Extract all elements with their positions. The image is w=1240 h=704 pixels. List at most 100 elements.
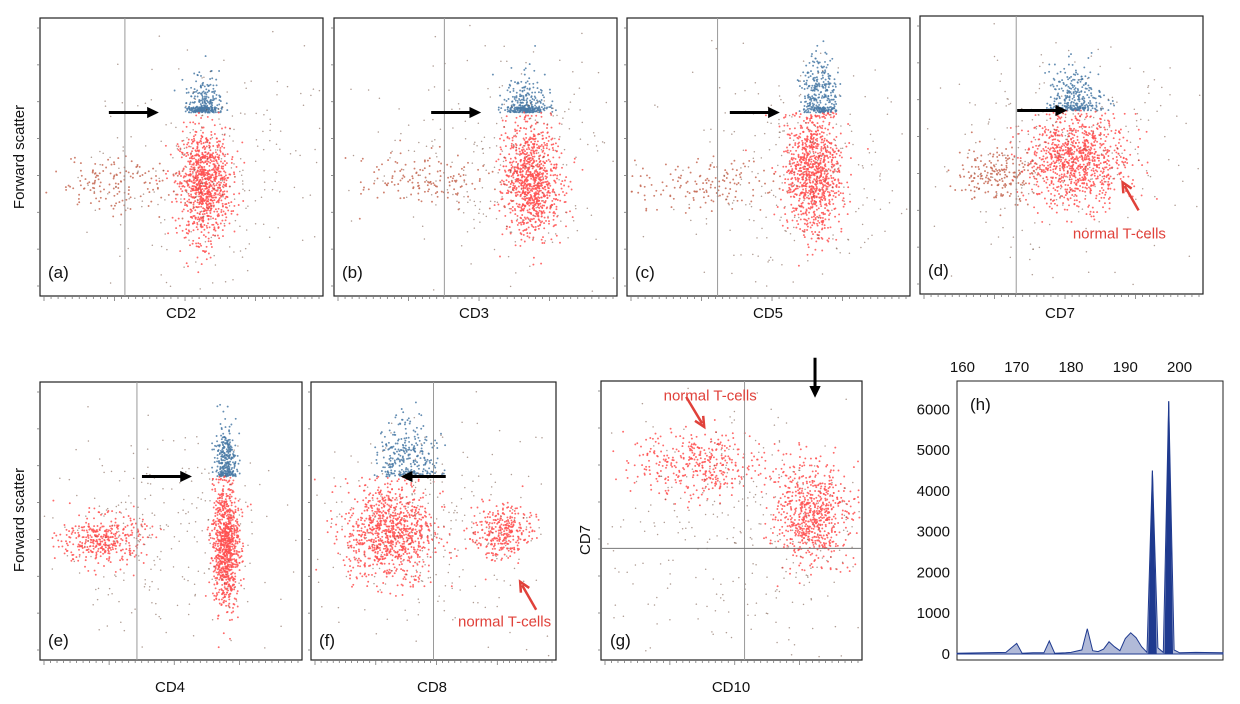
- arrow-right: [729, 106, 780, 119]
- event-dots: [45, 30, 321, 290]
- population-abnormal: [373, 401, 447, 478]
- arrow-upleft: [518, 579, 538, 611]
- panel-label: (c): [635, 263, 655, 282]
- population-abnormal: [796, 40, 842, 114]
- population-main: [155, 111, 246, 274]
- peak-trace: [956, 401, 1224, 655]
- population-abnormal: [1030, 51, 1116, 112]
- arrow-right: [141, 470, 192, 483]
- population-main: [313, 475, 456, 597]
- panel-h-fragment-analysis: 160 170 180 190 200 0 1000 2000 3000 4000 5000 600…: [917, 359, 1224, 663]
- y-tick-label: 5000: [917, 442, 950, 459]
- panel-c-scatter: (c) CD5: [624, 17, 911, 322]
- panel-b-scatter: (b) CD3: [331, 17, 618, 322]
- peak: [1148, 470, 1157, 655]
- panel-label: (b): [342, 263, 363, 282]
- population-background: [77, 30, 321, 290]
- population-dim: [45, 155, 236, 220]
- y-tick-label: 0: [942, 646, 950, 663]
- population-low: [51, 499, 162, 577]
- population-main: [493, 111, 584, 266]
- annotation-normal-t-cells: normal T-cells: [1073, 225, 1166, 242]
- y-axis-label: CD7: [577, 525, 594, 555]
- population-background: [43, 406, 297, 649]
- population-dim: [344, 139, 514, 220]
- arrow-left: [400, 470, 446, 483]
- plot-frame: [333, 17, 618, 297]
- axis-ticks: [917, 25, 1200, 299]
- axis-ticks: [331, 27, 614, 301]
- y-tick-label: 1000: [917, 605, 950, 622]
- panel-f-scatter: normal T-cells (f) CD8: [308, 381, 557, 696]
- panel-label: (h): [970, 395, 991, 414]
- event-dots: [630, 39, 908, 287]
- annotation-normal-t-cells: normal T-cells: [458, 614, 551, 631]
- axis-ticks: [37, 27, 320, 301]
- event-dots: [607, 387, 861, 658]
- population-abnormal: [491, 44, 557, 114]
- arrow-upleft: [1121, 179, 1140, 211]
- panel-g-scatter: normal T-cells (g) CD10 CD7: [577, 357, 863, 696]
- x-axis-label: CD5: [753, 305, 783, 322]
- population-abnormal: [211, 403, 241, 478]
- y-tick-label: 3000: [917, 524, 950, 541]
- population-main: [744, 111, 869, 267]
- event-dots: [926, 23, 1201, 286]
- x-axis-label: CD4: [155, 679, 185, 696]
- arrow-right: [1017, 104, 1068, 117]
- axis-ticks: [37, 391, 299, 665]
- plot-frame: [39, 381, 303, 661]
- y-tick-label: 6000: [917, 401, 950, 418]
- population-main: [1003, 109, 1158, 223]
- x-tick-label: 160: [950, 359, 975, 376]
- panel-label: (f): [319, 631, 335, 650]
- x-axis-label: CD10: [712, 679, 750, 696]
- y-axis-label: Forward scatter: [11, 468, 28, 572]
- axis-ticks: [308, 391, 553, 665]
- plot-frame: [600, 380, 863, 661]
- panel-label: (a): [48, 263, 69, 282]
- y-tick-label: 2000: [917, 564, 950, 581]
- x-tick-label: 170: [1004, 359, 1029, 376]
- event-dots: [344, 24, 615, 292]
- peak: [1164, 401, 1174, 655]
- panel-d-scatter: normal T-cells (d) CD7: [917, 15, 1204, 322]
- population-background: [348, 24, 615, 292]
- arrow-right: [431, 106, 482, 119]
- population-cd10-positive: [758, 441, 861, 588]
- panel-a-scatter: (a) CD2 Forward scatter: [11, 17, 324, 322]
- population-background: [635, 39, 908, 287]
- axis-ticks: [598, 390, 859, 665]
- axis-ticks: [624, 27, 907, 301]
- y-tick-label: 4000: [917, 483, 950, 500]
- event-dots: [313, 390, 550, 657]
- arrow-downright: [685, 396, 706, 430]
- scatter-panels: (a) CD2 Forward scatter (b) CD3 (c) CD5 normal …: [11, 15, 1204, 696]
- population-background: [316, 390, 550, 657]
- x-axis-label: CD8: [417, 679, 447, 696]
- y-tick-labels: 0 1000 2000 3000 4000 5000 6000: [917, 401, 950, 663]
- plot-frame: [626, 17, 911, 297]
- arrow-right: [108, 106, 159, 119]
- event-dots: [43, 403, 297, 649]
- x-axis-label: CD7: [1045, 305, 1075, 322]
- x-tick-label: 180: [1058, 359, 1083, 376]
- population-background: [926, 23, 1201, 286]
- population-main: [204, 475, 252, 649]
- panel-label: (d): [928, 261, 949, 280]
- plot-frame: [956, 380, 1224, 661]
- population-abnormal: [173, 55, 229, 114]
- panel-e-scatter: (e) CD4 Forward scatter: [11, 381, 303, 696]
- population-normal: [612, 419, 801, 509]
- y-axis-label: Forward scatter: [11, 105, 28, 209]
- panel-label: (g): [610, 631, 631, 650]
- annotation-normal-t-cells: normal T-cells: [664, 388, 757, 405]
- x-axis-label: CD2: [166, 305, 196, 322]
- x-axis-label: CD3: [459, 305, 489, 322]
- x-tick-label: 200: [1167, 359, 1192, 376]
- arrow-down: [809, 357, 821, 398]
- panel-label: (e): [48, 631, 69, 650]
- x-tick-labels: 160 170 180 190 200: [950, 359, 1192, 376]
- x-tick-label: 190: [1113, 359, 1138, 376]
